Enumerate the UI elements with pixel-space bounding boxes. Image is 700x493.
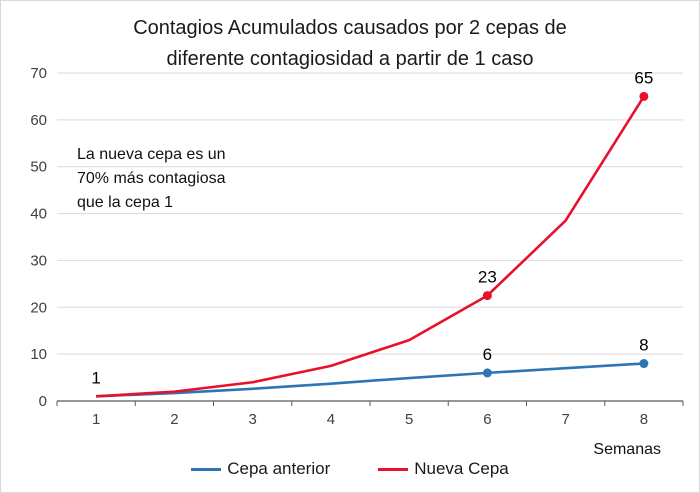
chart-annotation: La nueva cepa es un 70% más contagiosa q… bbox=[77, 146, 226, 211]
chart-title: Contagios Acumulados causados por 2 cepa… bbox=[133, 17, 567, 70]
svg-text:6: 6 bbox=[483, 411, 491, 428]
svg-text:1: 1 bbox=[91, 368, 100, 387]
svg-text:23: 23 bbox=[478, 268, 497, 287]
svg-text:50: 50 bbox=[30, 159, 47, 176]
svg-text:6: 6 bbox=[483, 345, 492, 364]
legend-item-cepa-anterior: Cepa anterior bbox=[191, 459, 330, 479]
legend-label-cepa-anterior: Cepa anterior bbox=[227, 459, 331, 478]
svg-text:3: 3 bbox=[248, 411, 256, 428]
svg-text:60: 60 bbox=[30, 112, 47, 129]
legend-item-nueva-cepa: Nueva Cepa bbox=[378, 459, 509, 479]
chart-legend: Cepa anterior Nueva Cepa bbox=[1, 459, 699, 479]
svg-text:7: 7 bbox=[561, 411, 569, 428]
x-axis-title: Semanas bbox=[593, 441, 661, 458]
svg-text:8: 8 bbox=[639, 336, 648, 355]
svg-text:8: 8 bbox=[640, 411, 648, 428]
svg-text:0: 0 bbox=[39, 393, 47, 410]
svg-text:1: 1 bbox=[92, 411, 100, 428]
svg-text:2: 2 bbox=[170, 411, 178, 428]
svg-text:4: 4 bbox=[327, 411, 335, 428]
legend-line-swatch-blue bbox=[191, 467, 222, 471]
svg-text:20: 20 bbox=[30, 299, 47, 316]
legend-line-swatch-red bbox=[378, 467, 409, 471]
svg-text:40: 40 bbox=[30, 206, 47, 223]
svg-text:5: 5 bbox=[405, 411, 413, 428]
svg-text:30: 30 bbox=[30, 252, 47, 269]
svg-text:10: 10 bbox=[30, 346, 47, 363]
legend-label-nueva-cepa: Nueva Cepa bbox=[414, 459, 509, 478]
